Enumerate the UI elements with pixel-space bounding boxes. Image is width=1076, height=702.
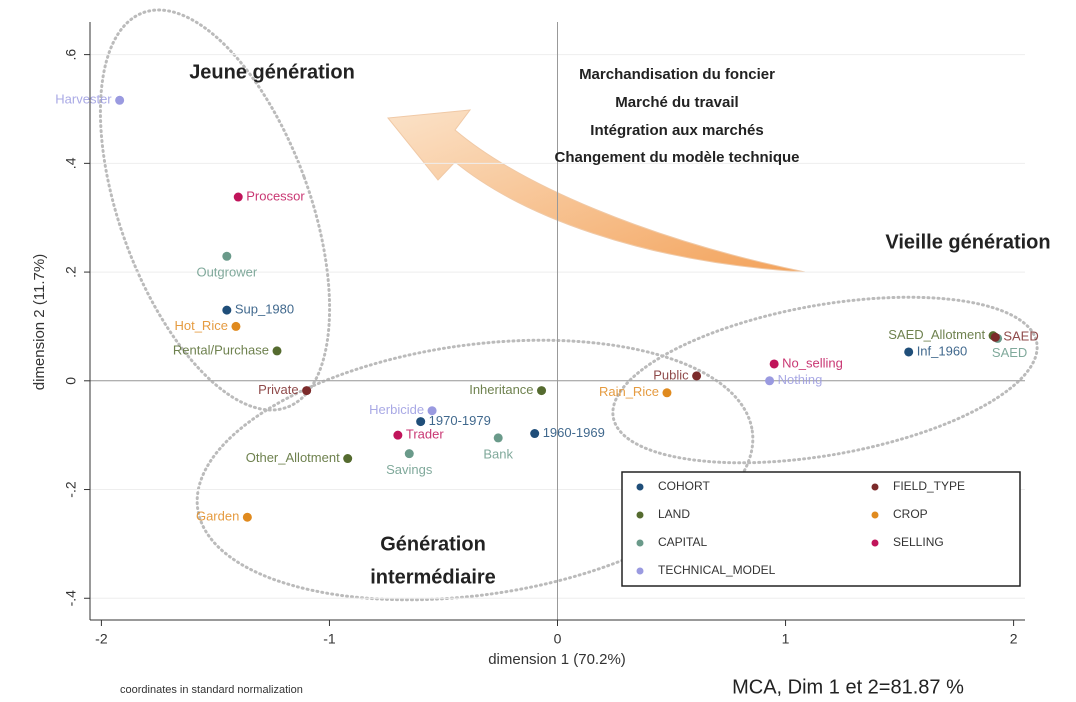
point [272, 346, 282, 356]
point [231, 321, 241, 331]
y-axis-label: dimension 2 (11.7%) [31, 254, 48, 390]
point-label: Hot_Rice [174, 318, 227, 333]
legend-marker [871, 539, 879, 547]
point [404, 449, 414, 459]
legend-marker [636, 483, 644, 491]
point-label: Rain_Rice [599, 384, 659, 399]
legend-label: LAND [658, 507, 690, 521]
point-label: Sup_1980 [235, 302, 294, 317]
ellipses [98, 8, 1039, 602]
point-label: Other_Allotment [246, 450, 340, 465]
legend-marker [636, 567, 644, 575]
point [530, 429, 540, 439]
legend-box [621, 471, 1021, 587]
point-label: Inheritance [469, 382, 533, 397]
ellipse-young [98, 8, 332, 412]
ellipse-old [611, 295, 1039, 465]
y-tick-label: 0 [63, 377, 79, 385]
point-label: 1960-1969 [543, 425, 605, 440]
annotation: Jeune génération [189, 61, 355, 83]
point-label: Rental/Purchase [173, 342, 269, 357]
point [765, 376, 775, 386]
annotation: Marchandisation du foncier [579, 66, 775, 83]
point-label: Public [653, 367, 689, 382]
point [904, 347, 914, 357]
plot: -.4 -.2 0 .2 .4 .6 -2 -1 0 1 2 Sup_1980 1970-1979 196… [55, 22, 1039, 647]
point [242, 512, 252, 522]
legend-marker [871, 511, 879, 519]
point [343, 454, 353, 464]
point [769, 359, 779, 369]
point [222, 305, 232, 315]
x-tick-label: 2 [1010, 631, 1018, 647]
y-tick-label: .4 [63, 157, 79, 169]
point-label: Private [258, 382, 298, 397]
point [416, 417, 426, 427]
legend-marker [636, 511, 644, 519]
legend-label: CAPITAL [658, 535, 707, 549]
y-tick-label: .6 [63, 49, 79, 61]
point [233, 192, 243, 202]
point-label: SAED_Allotment [888, 327, 985, 342]
point [537, 386, 547, 396]
annotation: Génération [380, 533, 486, 555]
annotation: intermédiaire [370, 566, 496, 588]
note: coordinates in standard normalization [120, 684, 303, 696]
annotation: Intégration aux marchés [590, 122, 763, 139]
legend-label: TECHNICAL_MODEL [658, 563, 776, 577]
legend-label: COHORT [658, 479, 710, 493]
point [222, 251, 232, 261]
point-label: No_selling [782, 355, 843, 370]
caption: MCA, Dim 1 et 2=81.87 % [732, 676, 964, 698]
legend-label: CROP [893, 507, 928, 521]
point-label: Savings [386, 462, 433, 477]
ellipse-middle [195, 338, 755, 602]
point-label: Processor [246, 188, 305, 203]
point-label: Nothing [778, 372, 823, 387]
legend-marker [636, 539, 644, 547]
point-label: Bank [483, 446, 513, 461]
point-label: Herbicide [369, 402, 424, 417]
legend-marker [871, 483, 879, 491]
y-tick-label: -.4 [63, 590, 79, 607]
point [302, 386, 312, 396]
point [692, 371, 702, 381]
annotation: Marché du travail [615, 94, 738, 111]
point-label: 1970-1979 [429, 413, 491, 428]
y-tick-label: .2 [63, 266, 79, 278]
y-tick-label: -.2 [63, 481, 79, 498]
point-label: Trader [406, 427, 444, 442]
legend-label: FIELD_TYPE [893, 479, 965, 493]
point-label: Outgrower [196, 265, 257, 280]
point-label: Harvester [55, 92, 112, 107]
point-label: Inf_1960 [917, 343, 968, 358]
point [990, 332, 1000, 342]
x-tick-label: 0 [554, 631, 562, 647]
point [493, 433, 503, 443]
x-tick-label: -2 [95, 631, 108, 647]
legend: COHORT LAND CAPITAL TECHNICAL_MODEL FIELD_TY… [621, 471, 1021, 587]
point-label: SAED [1003, 329, 1038, 344]
point-label: Garden [196, 509, 239, 524]
point [662, 388, 672, 398]
legend-label: SELLING [893, 535, 944, 549]
x-axis-label: dimension 1 (70.2%) [488, 651, 626, 668]
annotation: Vieille génération [885, 231, 1050, 253]
point [393, 430, 403, 440]
annotation: Changement du modèle technique [554, 149, 799, 166]
point [115, 95, 125, 105]
x-tick-label: -1 [323, 631, 336, 647]
arrow [387, 109, 806, 273]
point [427, 406, 437, 416]
point-label: SAED [992, 345, 1027, 360]
x-tick-label: 1 [782, 631, 790, 647]
